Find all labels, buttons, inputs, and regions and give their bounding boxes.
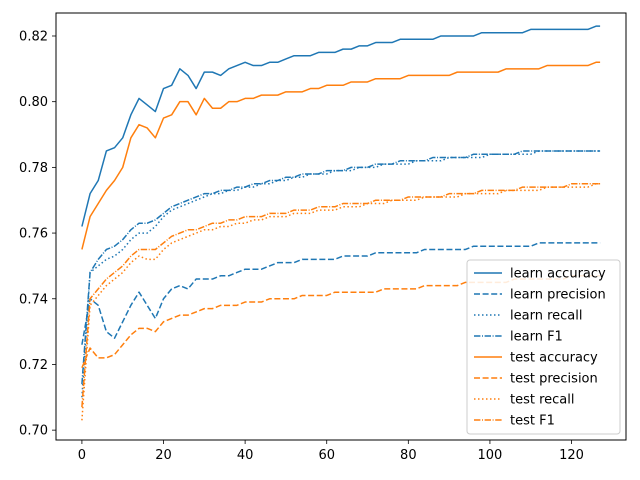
legend-label-test-precision: test precision [510,372,598,387]
x-tick-label: 100 [478,448,503,463]
legend-label-learn-recall: learn recall [510,309,582,324]
legend: learn accuracy learn precision learn recal… [466,259,621,435]
legend-label-test-f1: test F1 [510,414,555,429]
series-learn-precision [81,242,601,345]
series-test-recall [81,183,601,421]
series-learn-f1 [81,150,601,385]
y-tick-label: 0.80 [19,95,48,110]
x-axis: 0 20 40 60 80 100 120 [78,440,584,463]
y-tick-label: 0.76 [19,227,48,242]
legend-label-learn-accuracy: learn accuracy [510,267,606,282]
y-tick-label: 0.72 [19,358,48,373]
y-axis: 0.70 0.72 0.74 0.76 0.78 0.80 0.82 [19,29,56,439]
legend-label-test-accuracy: test accuracy [510,351,598,366]
y-tick-label: 0.74 [19,292,48,307]
legend-box [466,259,621,435]
series-learn-recall [81,150,601,398]
x-tick-label: 60 [318,448,335,463]
legend-label-learn-precision: learn precision [510,288,606,303]
legend-label-test-recall: test recall [510,393,575,408]
y-tick-label: 0.70 [19,424,48,439]
x-tick-label: 0 [78,448,86,463]
x-tick-label: 120 [559,448,584,463]
legend-label-learn-f1: learn F1 [510,330,563,345]
y-tick-label: 0.78 [19,161,48,176]
x-tick-label: 20 [155,448,172,463]
series-learn-accuracy [81,25,601,227]
series-test-f1 [81,183,601,408]
series-layer [81,25,601,421]
y-tick-label: 0.82 [19,29,48,44]
x-tick-label: 40 [237,448,254,463]
plot-frame [55,12,627,441]
x-tick-label: 80 [400,448,417,463]
series-test-accuracy [81,61,601,250]
